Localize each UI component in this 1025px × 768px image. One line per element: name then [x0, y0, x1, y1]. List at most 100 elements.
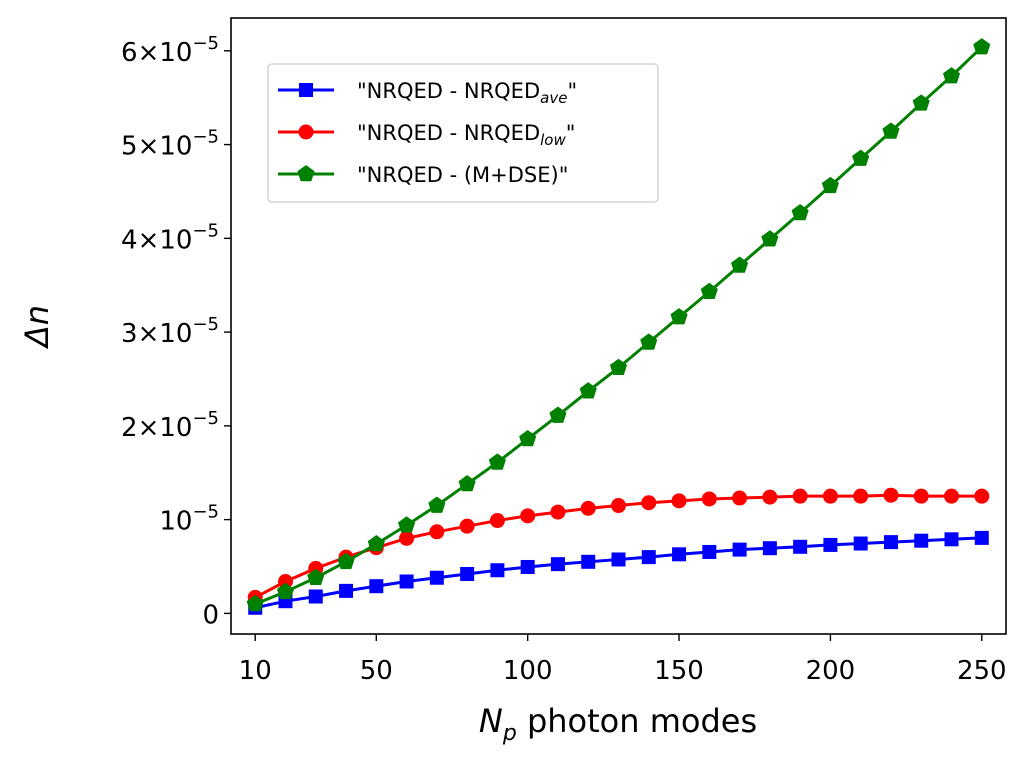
data-point — [580, 500, 596, 516]
data-point — [882, 122, 900, 139]
data-point — [791, 204, 809, 221]
data-point — [339, 583, 354, 598]
data-point — [944, 532, 959, 547]
y-tick-exponent: −5 — [192, 408, 219, 429]
data-point — [611, 498, 626, 514]
legend-entry-1: "NRQED - NRQEDave" — [278, 79, 577, 107]
x-axis-title-subscript: p — [502, 721, 517, 746]
data-point — [883, 535, 898, 550]
y-tick-mantissa: 5×10 — [121, 132, 192, 162]
data-point — [912, 94, 930, 111]
data-point — [488, 453, 506, 470]
x-tick-label: 150 — [654, 656, 704, 686]
data-point — [520, 508, 536, 524]
legend-label-main: "NRQED - NRQED — [357, 79, 540, 103]
data-point — [641, 495, 657, 511]
data-point — [609, 358, 628, 375]
x-tick-label: 200 — [806, 656, 856, 686]
data-point — [460, 566, 475, 581]
data-point — [276, 582, 295, 600]
data-point — [369, 579, 384, 594]
data-point — [399, 574, 414, 589]
data-point — [399, 530, 415, 546]
data-point — [337, 552, 355, 570]
x-axis-title-symbol: N — [479, 702, 503, 740]
data-point — [277, 573, 293, 589]
data-point — [671, 493, 687, 509]
data-point — [853, 536, 868, 551]
legend-label-subscript: ave — [540, 89, 567, 107]
data-point — [700, 282, 718, 300]
y-tick-exponent: −5 — [192, 33, 219, 54]
y-tick-exponent: −5 — [192, 127, 219, 148]
data-point — [428, 496, 446, 513]
y-tick-mantissa: 4×10 — [121, 225, 192, 255]
legend-marker — [298, 124, 314, 140]
data-point — [672, 547, 687, 562]
data-point — [942, 67, 961, 84]
data-point — [458, 474, 476, 492]
data-point — [307, 568, 325, 586]
legend-label-main: "NRQED - (M+DSE)" — [357, 163, 568, 187]
legend-label-main: "NRQED - NRQED — [357, 121, 540, 145]
data-point — [308, 589, 323, 604]
data-point — [611, 552, 626, 567]
axis-ticks: 10 50 100 150 200 250010−52×10−53×10−54×10−55… — [121, 33, 1007, 686]
data-point — [974, 530, 989, 545]
y-tick-label: 4×10−5 — [121, 220, 219, 255]
axes-frame — [230, 17, 1007, 635]
data-point — [793, 539, 808, 554]
legend-marker — [297, 165, 315, 182]
y-tick-mantissa: 6×10 — [121, 38, 192, 68]
data-point — [853, 488, 869, 504]
x-tick-label: 50 — [360, 656, 393, 686]
y-tick-exponent: −5 — [192, 502, 219, 523]
y-tick-label: 6×10−5 — [121, 33, 219, 68]
y-tick-label: 3×10−5 — [121, 314, 219, 349]
data-point — [732, 542, 747, 557]
data-point — [914, 533, 929, 548]
y-tick-label: 0 — [202, 600, 219, 630]
x-tick-label: 10 — [239, 656, 272, 686]
data-point — [640, 333, 658, 350]
series-3 — [246, 38, 991, 612]
data-point — [246, 595, 264, 612]
legend-label: "NRQED - NRQEDave" — [357, 79, 577, 107]
legend-label-end: " — [566, 121, 576, 145]
y-tick-mantissa: 2×10 — [121, 413, 192, 443]
data-point — [821, 176, 839, 194]
data-point — [762, 489, 778, 505]
y-tick-label: 5×10−5 — [121, 127, 219, 162]
y-tick-mantissa: 10 — [159, 507, 192, 537]
data-point — [549, 406, 567, 423]
data-point — [670, 308, 688, 325]
data-point — [550, 557, 565, 572]
y-tick-label: 2×10−5 — [121, 408, 219, 443]
y-axis-title: Δn — [18, 305, 56, 350]
data-point — [579, 382, 597, 399]
data-point — [641, 550, 656, 565]
data-point — [944, 488, 960, 504]
legend-box — [267, 63, 659, 203]
data-point — [581, 554, 596, 569]
data-point — [519, 429, 537, 447]
legend: "NRQED - NRQEDave""NRQED - NRQEDlow""NRQ… — [267, 63, 659, 203]
data-point — [490, 563, 505, 578]
x-tick-label: 100 — [503, 656, 553, 686]
legend-label: "NRQED - NRQEDlow" — [357, 121, 575, 149]
data-point — [761, 230, 779, 247]
data-point — [429, 570, 444, 585]
legend-label-end: " — [567, 79, 577, 103]
data-point — [973, 38, 991, 55]
legend-label-subscript: low — [540, 131, 566, 149]
plot-area — [246, 38, 991, 615]
legend-marker — [299, 83, 313, 97]
data-point — [701, 491, 717, 507]
y-tick-mantissa: 3×10 — [121, 319, 192, 349]
data-point — [913, 488, 929, 504]
legend-entry-2: "NRQED - NRQEDlow" — [278, 121, 575, 149]
data-point — [550, 504, 566, 520]
data-point — [852, 149, 870, 166]
data-point — [732, 490, 748, 506]
x-axis-title-rest: photon modes — [517, 702, 757, 740]
